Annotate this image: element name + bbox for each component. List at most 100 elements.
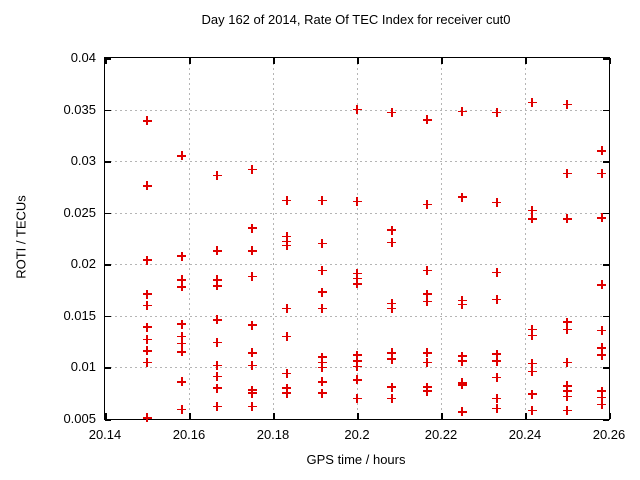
data-point-marker <box>177 275 187 285</box>
data-point-marker <box>422 348 432 358</box>
data-point-marker <box>457 356 467 366</box>
data-point-marker <box>142 181 152 191</box>
data-point-marker <box>527 358 537 368</box>
y-tick-mark <box>105 315 111 318</box>
data-point-marker <box>492 108 502 118</box>
data-point-marker <box>562 99 572 109</box>
x-tick-mark <box>189 58 191 64</box>
data-point-marker <box>212 402 222 412</box>
data-point-marker <box>387 225 397 235</box>
data-point-marker <box>562 386 572 396</box>
data-point-marker <box>317 377 327 387</box>
data-point-marker <box>527 214 537 224</box>
y-tick-mark <box>603 161 609 163</box>
x-tick-mark <box>105 413 107 419</box>
data-point-marker <box>212 246 222 256</box>
y-tick-mark <box>603 212 609 215</box>
data-point-marker <box>352 361 362 371</box>
x-tick-mark <box>273 413 275 419</box>
data-point-marker <box>282 331 292 341</box>
data-point-marker <box>422 386 432 396</box>
data-point-marker <box>212 275 222 285</box>
data-point-marker <box>142 116 152 126</box>
gridline-horizontal <box>105 212 609 214</box>
data-point-marker <box>247 320 257 330</box>
gridline-vertical <box>357 58 358 419</box>
x-tick-label: 20.18 <box>256 427 290 442</box>
data-point-marker <box>352 269 362 279</box>
data-point-marker <box>527 324 537 334</box>
gridline-horizontal <box>105 315 609 317</box>
data-point-marker <box>317 287 327 297</box>
data-point-marker <box>562 357 572 367</box>
data-point-marker <box>352 105 362 115</box>
data-point-marker <box>142 357 152 367</box>
data-point-marker <box>492 373 502 383</box>
data-point-marker <box>212 338 222 348</box>
data-point-marker <box>142 346 152 356</box>
data-point-marker <box>387 304 397 314</box>
x-tick-label: 20.22 <box>424 427 458 442</box>
x-tick-label: 20.14 <box>88 427 122 442</box>
y-tick-mark <box>105 58 111 60</box>
data-point-marker <box>282 231 292 241</box>
y-tick-label: 0.005 <box>63 411 96 426</box>
data-point-marker <box>492 294 502 304</box>
data-point-marker <box>317 265 327 275</box>
data-point-marker <box>527 389 537 399</box>
data-point-marker <box>597 350 607 360</box>
data-point-marker <box>387 238 397 248</box>
data-point-marker <box>387 348 397 358</box>
y-tick-mark <box>603 58 609 60</box>
data-point-marker <box>562 391 572 401</box>
data-point-marker <box>177 339 187 349</box>
y-tick-label: 0.025 <box>63 204 96 220</box>
x-tick-mark <box>441 58 443 64</box>
x-tick-mark <box>357 58 359 64</box>
data-point-marker <box>597 343 607 353</box>
x-tick-label: 20.16 <box>172 427 206 442</box>
data-point-marker <box>317 195 327 205</box>
data-point-marker <box>422 296 432 306</box>
data-point-marker <box>457 351 467 361</box>
x-tick-mark <box>189 413 191 419</box>
x-tick-label: 20.26 <box>592 427 626 442</box>
data-point-marker <box>282 388 292 398</box>
data-point-marker <box>387 354 397 364</box>
x-tick-mark <box>357 413 359 419</box>
data-point-marker <box>352 356 362 366</box>
data-point-marker <box>317 352 327 362</box>
gridline-vertical <box>441 58 442 419</box>
data-point-marker <box>177 282 187 292</box>
data-point-marker <box>247 388 257 398</box>
data-point-marker <box>317 304 327 314</box>
data-point-marker <box>247 360 257 370</box>
x-tick-mark <box>609 58 611 64</box>
data-point-marker <box>317 239 327 249</box>
chart-title: Day 162 of 2014, Rate Of TEC Index for r… <box>201 12 511 27</box>
y-tick-label: 0.04 <box>70 50 96 65</box>
data-point-marker <box>247 272 257 282</box>
data-point-marker <box>562 324 572 334</box>
y-tick-mark <box>105 367 111 369</box>
data-point-marker <box>597 386 607 396</box>
y-tick-label: 0.015 <box>63 307 96 323</box>
data-point-marker <box>247 223 257 233</box>
gridline-vertical <box>525 58 526 419</box>
gridline-vertical <box>273 58 274 419</box>
data-point-marker <box>527 97 537 107</box>
data-point-marker <box>352 393 362 403</box>
data-point-marker <box>177 331 187 341</box>
data-point-marker <box>422 199 432 209</box>
data-point-marker <box>282 369 292 379</box>
gridline-horizontal <box>105 161 609 163</box>
data-point-marker <box>422 265 432 275</box>
data-point-marker <box>142 289 152 299</box>
data-point-marker <box>352 350 362 360</box>
data-point-marker <box>527 367 537 377</box>
data-point-marker <box>142 413 152 423</box>
data-point-marker <box>282 195 292 205</box>
data-point-marker <box>597 146 607 156</box>
data-point-marker <box>457 107 467 117</box>
data-point-marker <box>562 214 572 224</box>
